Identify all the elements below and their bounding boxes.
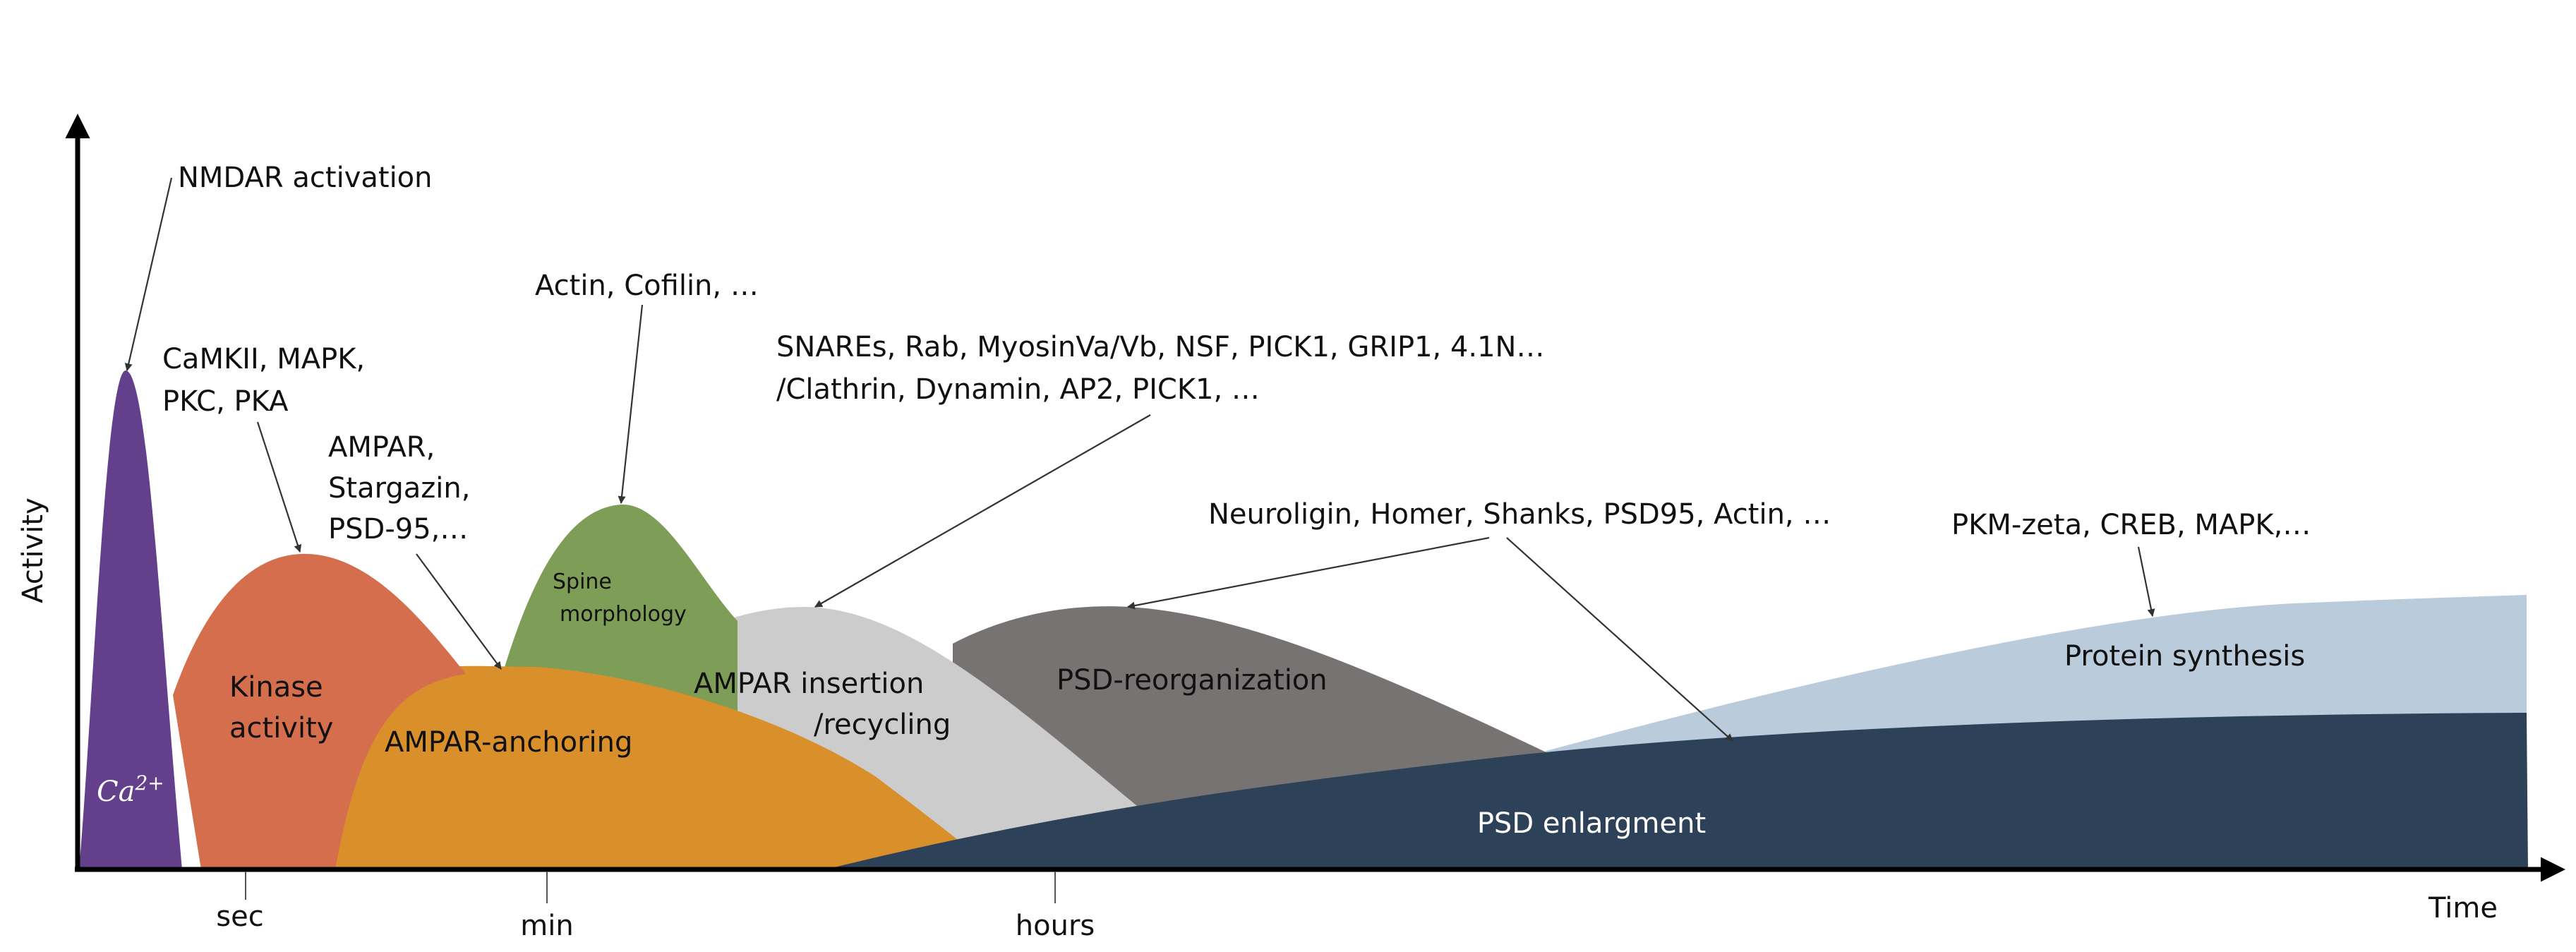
ampar-insertion-label-line2: /recycling — [814, 709, 951, 741]
nmdar-leader — [124, 177, 173, 372]
x-axis-label: Time — [2428, 892, 2498, 924]
spine-label-line2: morphology — [560, 602, 687, 627]
synthesis-proteins-annotation: PKM-zeta, CREB, MAPK,… — [1951, 509, 2311, 541]
ampar-annotation-line3: PSD-95,… — [328, 513, 468, 546]
psd-enlargement-region — [826, 713, 2528, 869]
actin-leader — [618, 304, 644, 505]
kinase-label-line2: activity — [229, 712, 333, 745]
synthesis-proteins-leader — [2137, 546, 2155, 617]
ampar-annotation-line1: AMPAR, — [328, 431, 435, 464]
psd-proteins-annotation: Neuroligin, Homer, Shanks, PSD95, Actin,… — [1208, 498, 1831, 531]
calcium-region — [79, 370, 182, 869]
psd-reorganization-label: PSD-reorganization — [1057, 664, 1328, 697]
trafficking-leader — [814, 414, 1151, 608]
psd-enlargement-label: PSD enlargment — [1477, 807, 1706, 840]
psd-proteins-leader-reorg — [1126, 536, 1490, 610]
kinase-activity-region — [173, 553, 466, 869]
kinases-annotation-line2: PKC, PKA — [162, 385, 289, 418]
tick-label-sec: sec — [216, 900, 263, 933]
protein-synthesis-label: Protein synthesis — [2064, 640, 2305, 673]
ampar-leader — [416, 553, 502, 670]
psd-proteins-leader-enlargement — [1506, 537, 1733, 742]
ampar-annotation-line2: Stargazin, — [328, 472, 470, 505]
trafficking-annotation-line1: SNAREs, Rab, MyosinVa/Vb, NSF, PICK1, GR… — [776, 331, 1544, 363]
kinase-label-line1: Kinase — [229, 671, 323, 704]
tick-label-min: min — [520, 910, 573, 942]
nmdar-annotation: NMDAR activation — [178, 162, 433, 194]
trafficking-annotation-line2: /Clathrin, Dynamin, AP2, PICK1, … — [776, 373, 1260, 406]
ampar-anchoring-label: AMPAR-anchoring — [385, 726, 632, 759]
y-axis-label: Activity — [17, 498, 49, 603]
calcium-label: Ca2+ — [97, 771, 164, 808]
spine-label-line1: Spine — [553, 570, 612, 594]
ampar-anchoring-region — [332, 665, 995, 869]
kinases-annotation-line1: CaMKII, MAPK, — [162, 343, 365, 375]
ampar-insertion-label-line1: AMPAR insertion — [694, 668, 924, 700]
tick-label-hours: hours — [1016, 910, 1095, 942]
actin-annotation: Actin, Cofilin, … — [535, 270, 759, 302]
kinases-leader — [256, 421, 302, 553]
